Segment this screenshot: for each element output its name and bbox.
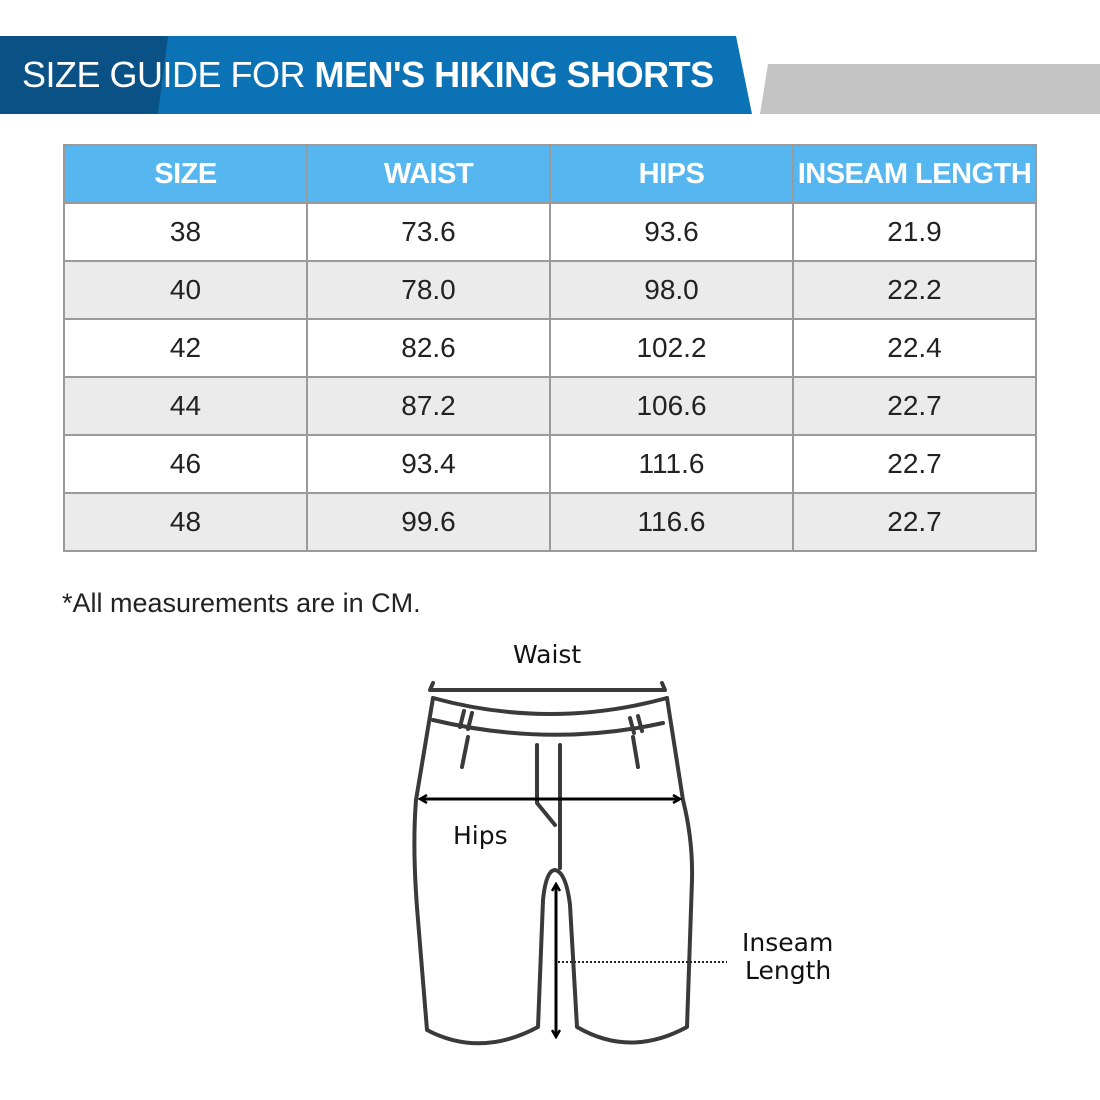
table-cell: 48 <box>63 492 308 552</box>
table-cell: 111.6 <box>549 434 794 494</box>
table-cell: 93.6 <box>549 202 794 262</box>
measurement-note: *All measurements are in CM. <box>62 588 421 618</box>
table-row: 48 99.6 116.6 22.7 <box>63 492 1037 552</box>
hips-label: Hips <box>453 821 508 850</box>
table-cell: 106.6 <box>549 376 794 436</box>
table-cell: 99.6 <box>306 492 551 552</box>
page-title: SIZE GUIDE FOR MEN'S HIKING SHORTS <box>22 54 714 96</box>
pocket-left <box>460 735 470 769</box>
table-cell: 38 <box>63 202 308 262</box>
table-cell: 22.4 <box>792 318 1037 378</box>
table-cell: 22.2 <box>792 260 1037 320</box>
column-header: WAIST <box>306 144 551 204</box>
column-header: SIZE <box>63 144 308 204</box>
table-cell: 73.6 <box>306 202 551 262</box>
table-row: 46 93.4 111.6 22.7 <box>63 434 1037 494</box>
table-row: 44 87.2 106.6 22.7 <box>63 376 1037 436</box>
shorts-outline <box>412 696 695 1046</box>
belt-loop-right <box>628 714 644 735</box>
size-table: SIZE WAIST HIPS INSEAM LENGTH 38 73.6 93.6 21.… <box>63 144 1037 552</box>
table-cell: 78.0 <box>306 260 551 320</box>
table-cell: 22.7 <box>792 434 1037 494</box>
table-header-row: SIZE WAIST HIPS INSEAM LENGTH <box>63 144 1037 204</box>
table-cell: 102.2 <box>549 318 794 378</box>
table-row: 40 78.0 98.0 22.2 <box>63 260 1037 320</box>
table-cell: 40 <box>63 260 308 320</box>
inseam-label-line2: Length <box>745 956 832 985</box>
table-cell: 116.6 <box>549 492 794 552</box>
table-cell: 98.0 <box>549 260 794 320</box>
table-cell: 46 <box>63 434 308 494</box>
table-cell: 22.7 <box>792 492 1037 552</box>
waist-measure-line <box>428 681 667 692</box>
column-header: INSEAM LENGTH <box>792 144 1037 204</box>
fly <box>535 743 562 870</box>
title-banner-accent <box>0 36 168 114</box>
decorative-gray-bar <box>760 64 1100 114</box>
pocket-right <box>631 735 640 769</box>
belt-loop-left <box>458 709 474 731</box>
column-header: HIPS <box>549 144 794 204</box>
title-bold: MEN'S HIKING SHORTS <box>314 54 715 95</box>
table-cell: 93.4 <box>306 434 551 494</box>
waistband-top <box>431 696 669 716</box>
table-cell: 44 <box>63 376 308 436</box>
waist-label: Waist <box>513 640 582 669</box>
table-cell: 82.6 <box>306 318 551 378</box>
table-cell: 22.7 <box>792 376 1037 436</box>
table-cell: 87.2 <box>306 376 551 436</box>
table-row: 38 73.6 93.6 21.9 <box>63 202 1037 262</box>
title-light: SIZE GUIDE FOR <box>22 54 315 95</box>
inseam-label-line1: Inseam <box>742 928 834 957</box>
table-cell: 42 <box>63 318 308 378</box>
table-cell: 21.9 <box>792 202 1037 262</box>
table-row: 42 82.6 102.2 22.4 <box>63 318 1037 378</box>
